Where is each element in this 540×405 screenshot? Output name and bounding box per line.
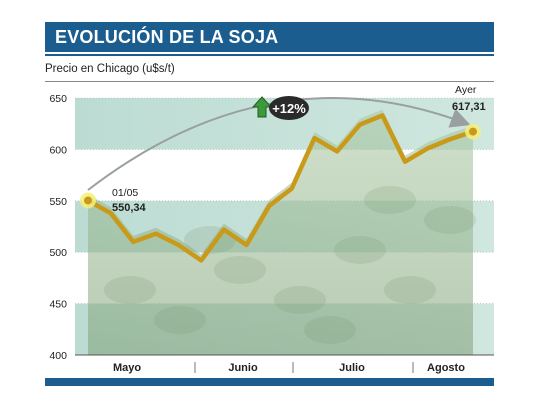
field-area — [88, 109, 473, 355]
leaf-shade — [274, 286, 326, 314]
change-badge: +12% — [251, 96, 309, 120]
start-date-label: 01/05 — [112, 187, 138, 199]
chart-subtitle: Precio en Chicago (u$s/t) — [45, 63, 175, 75]
endpoint-markers — [80, 123, 481, 209]
endpoint-marker — [469, 127, 477, 136]
x-tick-label: Junio — [228, 362, 258, 374]
chart-title: EVOLUCIÓN DE LA SOJA — [55, 27, 279, 47]
y-tick-label: 600 — [49, 144, 67, 156]
subtitle-rule — [45, 81, 494, 82]
bottom-bar — [45, 378, 494, 386]
start-value-label: 550,34 — [112, 202, 147, 214]
end-date-label: Ayer — [455, 84, 477, 96]
leaf-shade — [304, 316, 356, 344]
leaf-shade — [334, 236, 386, 264]
x-tick-label: Julio — [339, 362, 365, 374]
y-tick-label: 650 — [49, 93, 67, 105]
x-axis: Mayo Junio Julio Agosto — [75, 354, 494, 374]
leaf-shade — [154, 306, 206, 334]
endpoint-marker — [84, 196, 92, 205]
y-tick-label: 550 — [49, 196, 67, 208]
end-value-label: 617,31 — [452, 101, 486, 113]
title-rule — [45, 54, 494, 56]
field-texture — [88, 109, 476, 355]
y-tick-label: 400 — [49, 350, 67, 362]
y-axis: 400 450 500 550 600 650 — [49, 93, 67, 362]
leaf-shade — [384, 276, 436, 304]
title-bar: EVOLUCIÓN DE LA SOJA — [45, 22, 494, 56]
leaf-shade — [104, 276, 156, 304]
leaf-shade — [214, 256, 266, 284]
leaf-shade — [364, 186, 416, 214]
change-label: +12% — [272, 101, 306, 116]
x-tick-label: Mayo — [113, 362, 141, 374]
y-tick-label: 500 — [49, 247, 67, 259]
x-tick-label: Agosto — [427, 362, 465, 374]
series-line-group — [85, 113, 476, 263]
leaf-shade — [424, 206, 476, 234]
price-line — [85, 113, 476, 263]
y-tick-label: 450 — [49, 299, 67, 311]
